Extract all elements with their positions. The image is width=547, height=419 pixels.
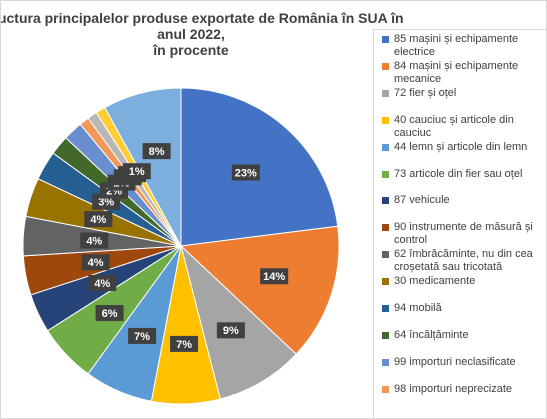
legend-text: 84 mașini și echipamente mecanice: [394, 59, 519, 85]
legend-text: 30 medicamente: [394, 275, 476, 288]
label-box: [81, 254, 110, 271]
data-label: 6%: [95, 305, 124, 322]
value-label: 4%: [88, 257, 104, 269]
value-label: 4%: [94, 278, 110, 290]
value-label: 4%: [86, 235, 102, 247]
value-label: 7%: [176, 339, 192, 351]
legend-text: 94 mobilă: [394, 302, 442, 314]
data-label: 4%: [80, 232, 109, 249]
legend-swatch: [382, 385, 389, 393]
label-box: [142, 143, 171, 160]
legend-text: 40 cauciuc și articole din cauciuc: [394, 113, 514, 139]
label-box: [88, 275, 117, 292]
data-label: 9%: [216, 322, 245, 339]
value-label: 8%: [149, 146, 165, 158]
legend-text: 44 lemn și articole din lemn: [394, 140, 528, 153]
legend-swatch: [382, 36, 389, 43]
legend: 85 mașini și echipamente electrice 84 maș…: [373, 29, 546, 418]
label-box: [80, 232, 109, 249]
data-label: 8%: [142, 143, 171, 160]
legend-text: 98 importuri neprecizate: [394, 382, 513, 395]
legend-swatch: [382, 89, 389, 97]
legend-text: 64 încălțăminte: [394, 328, 469, 341]
legend-swatch: [382, 224, 389, 232]
value-label: 4%: [90, 214, 106, 226]
data-label: 4%: [84, 211, 113, 228]
legend-swatch: [382, 170, 389, 178]
data-label: 4%: [81, 254, 110, 271]
legend-text: 99 importuri neclasificate: [394, 355, 516, 368]
legend-swatch: [382, 358, 389, 366]
value-label: 7%: [134, 331, 150, 343]
label-box: [231, 164, 260, 181]
legend-swatch: [382, 331, 389, 339]
value-label: 23%: [235, 167, 257, 179]
label-box: [95, 305, 124, 322]
legend-text: 72 fier și oțel: [394, 86, 457, 99]
label-box: [122, 163, 151, 180]
value-label: 9%: [223, 325, 239, 337]
legend-swatch: [382, 62, 389, 70]
legend-text: 90 instrumente de măsură și control: [394, 221, 533, 247]
value-label: 14%: [263, 271, 285, 283]
label-box: [216, 322, 245, 339]
legend-text: 87 vehicule: [394, 194, 450, 207]
data-label: 7%: [128, 327, 157, 344]
label-box: [128, 327, 157, 344]
chart-title: anul 2022,: [157, 26, 225, 42]
legend-swatch: [382, 143, 389, 151]
data-label: 7%: [170, 335, 199, 352]
chart-title: în procente: [152, 42, 229, 58]
data-label: 14%: [260, 268, 289, 285]
legend-swatch: [382, 278, 389, 286]
label-box: [260, 268, 289, 285]
value-label: 3%: [98, 197, 114, 209]
value-label: 1%: [129, 166, 145, 178]
legend-swatch: [382, 251, 389, 259]
legend-text: 85 mașini și echipamente electrice: [394, 33, 519, 58]
legend-swatch: [382, 305, 389, 312]
data-label: 1%: [122, 163, 151, 180]
data-label: 4%: [88, 275, 117, 292]
legend-swatch: [382, 197, 389, 205]
label-box: [170, 335, 199, 352]
legend-swatch: [382, 116, 389, 124]
legend-text: 62 îmbrăcăminte, nu din cea croșetată sa…: [394, 248, 533, 274]
chart-title: Structura principalelor produse exportat…: [1, 10, 404, 26]
data-label: 23%: [231, 164, 260, 181]
label-box: [84, 211, 113, 228]
pie-slice: [179, 225, 340, 355]
legend-text: 73 articole din fier sau oțel: [394, 167, 523, 180]
value-label: 6%: [102, 308, 118, 320]
